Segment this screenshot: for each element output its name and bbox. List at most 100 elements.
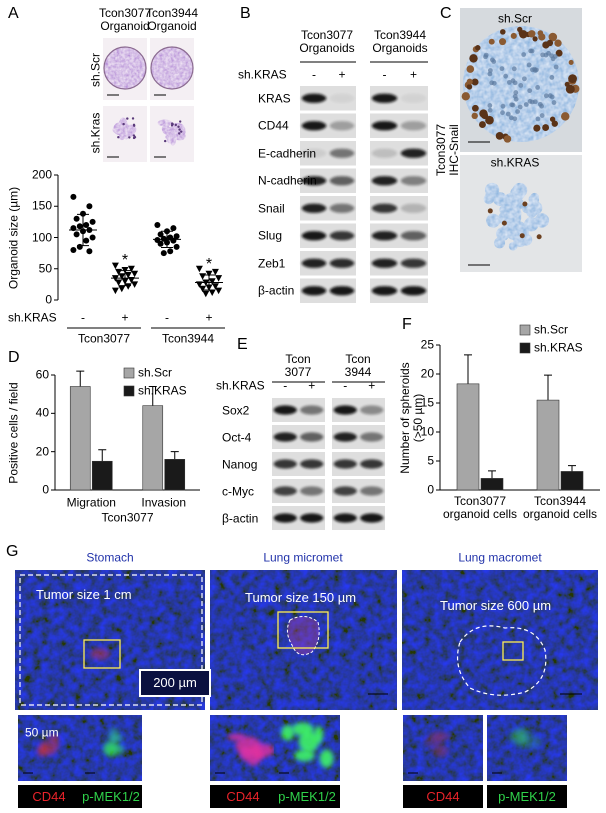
y-axis-label: Number of spheroids (>50 µm) bbox=[397, 361, 425, 474]
legend-label: sh.KRAS bbox=[138, 383, 187, 398]
blot-band bbox=[273, 405, 297, 415]
section-title: Lung micromet bbox=[263, 550, 343, 565]
snail-positive-cell bbox=[568, 74, 577, 84]
panel-label: E bbox=[237, 336, 248, 354]
row-label: sh.Scr bbox=[88, 52, 103, 88]
organoid bbox=[151, 47, 193, 89]
snail-positive-cell bbox=[471, 104, 479, 112]
data-point bbox=[118, 285, 126, 293]
data-point bbox=[70, 247, 77, 253]
protein-label: N-cadherin bbox=[258, 173, 317, 188]
nucleus bbox=[511, 66, 517, 72]
snail-positive-cell bbox=[551, 120, 558, 127]
condition-label: - bbox=[312, 67, 316, 82]
nucleus bbox=[528, 48, 534, 54]
data-point bbox=[86, 203, 93, 210]
stain-label: p-MEK1/2 bbox=[82, 788, 140, 804]
stain-label-box bbox=[403, 785, 483, 808]
protein-label: Snail bbox=[258, 201, 285, 216]
data-point bbox=[208, 278, 216, 285]
stain-label: CD44 bbox=[226, 788, 260, 804]
snail-positive-cell bbox=[522, 201, 528, 207]
data-point bbox=[86, 248, 93, 255]
data-point bbox=[89, 234, 96, 241]
blot-band bbox=[301, 93, 327, 103]
blot-band bbox=[300, 459, 324, 469]
snail-positive-cell bbox=[549, 116, 556, 122]
data-point bbox=[73, 215, 80, 222]
protein-label: Sox2 bbox=[222, 402, 250, 417]
column-header: Tcon3944 Organoids bbox=[372, 27, 428, 55]
stain-label: p-MEK1/2 bbox=[278, 788, 336, 804]
data-point bbox=[173, 233, 180, 240]
data-point bbox=[111, 287, 119, 295]
bar bbox=[536, 399, 560, 491]
cell bbox=[508, 241, 518, 251]
nucleus bbox=[540, 52, 546, 58]
data-point bbox=[167, 248, 174, 255]
nucleus bbox=[122, 122, 125, 126]
protein-label: Zeb1 bbox=[258, 256, 286, 271]
blot-band bbox=[301, 286, 327, 296]
column-header: Tcon 3944 bbox=[344, 351, 372, 379]
nucleus bbox=[527, 98, 533, 104]
blot-band bbox=[329, 176, 355, 186]
snail-positive-cell bbox=[536, 234, 542, 240]
data-point bbox=[215, 275, 223, 282]
group-label: Tcon3944 bbox=[161, 331, 215, 346]
x-tick-label: Migration bbox=[66, 495, 116, 510]
nucleus bbox=[126, 117, 129, 120]
nucleus bbox=[551, 100, 557, 105]
nucleus bbox=[179, 120, 182, 123]
data-point bbox=[115, 279, 123, 286]
blot-band bbox=[371, 176, 398, 186]
panel-label: D bbox=[8, 349, 20, 367]
data-point bbox=[205, 270, 213, 278]
nucleus bbox=[534, 67, 539, 73]
error-bar bbox=[488, 470, 496, 479]
bar bbox=[91, 460, 113, 491]
cell bbox=[486, 213, 501, 228]
data-point bbox=[211, 283, 219, 290]
panel-label: G bbox=[6, 543, 19, 561]
organoid bbox=[104, 47, 146, 89]
blot-band bbox=[329, 203, 355, 213]
blot-band bbox=[400, 93, 427, 103]
blot-band bbox=[333, 486, 357, 496]
snail-positive-cell bbox=[488, 38, 495, 45]
column-header: Tcon 3077 bbox=[284, 351, 312, 379]
data-point bbox=[157, 240, 164, 247]
blot-band bbox=[273, 486, 297, 496]
cell bbox=[514, 225, 529, 241]
snail-positive-cell bbox=[461, 92, 470, 101]
organoid-edge bbox=[103, 46, 147, 90]
nucleus bbox=[170, 122, 174, 125]
y-tick-label: 15 bbox=[420, 395, 434, 410]
error-bar bbox=[161, 230, 173, 248]
blot-band bbox=[360, 513, 384, 523]
nucleus bbox=[117, 135, 120, 139]
snail-positive-cell bbox=[471, 78, 479, 86]
data-point bbox=[170, 225, 177, 232]
column-header: Tcon3077 Organoid bbox=[98, 5, 152, 33]
y-tick-label: 0 bbox=[45, 292, 52, 307]
bar bbox=[480, 478, 504, 491]
x-axis-label: Tcon3077 bbox=[101, 510, 154, 525]
bar bbox=[456, 383, 480, 491]
stain-signal bbox=[51, 734, 60, 750]
error-bar bbox=[77, 213, 89, 247]
nucleus bbox=[517, 104, 523, 110]
tumor-outline bbox=[457, 625, 547, 696]
condition-label: + bbox=[338, 67, 346, 82]
nucleus bbox=[521, 52, 527, 57]
condition-label: - bbox=[382, 67, 387, 82]
snail-positive-cell bbox=[565, 84, 575, 94]
scale-label: 50 µm bbox=[25, 725, 59, 740]
condition-label: + bbox=[308, 378, 316, 393]
data-point bbox=[76, 243, 83, 250]
snail-positive-cell bbox=[479, 109, 488, 118]
organoid-edge bbox=[150, 46, 194, 90]
stain-signal bbox=[430, 745, 450, 757]
signal bbox=[90, 648, 110, 660]
stain-signal bbox=[235, 736, 261, 755]
